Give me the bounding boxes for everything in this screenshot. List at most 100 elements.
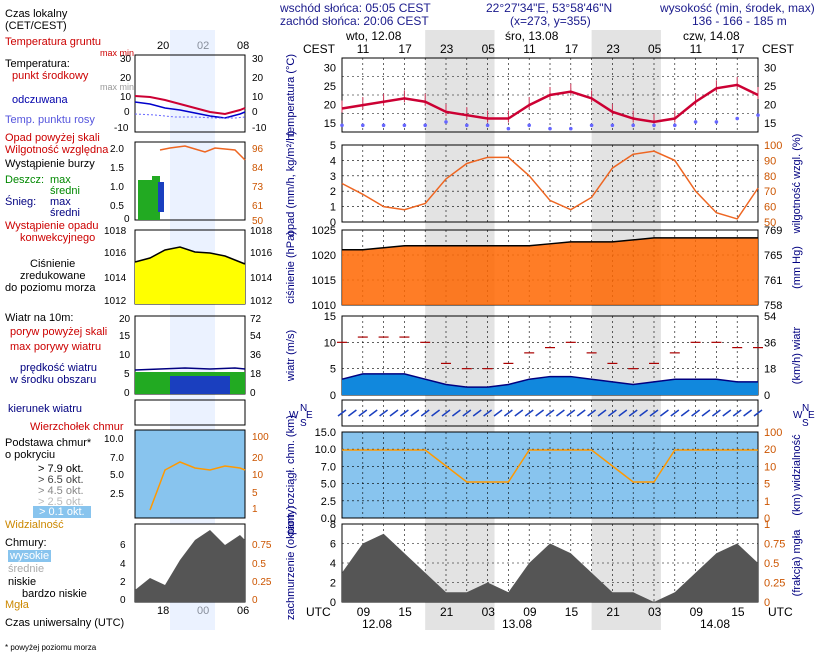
utc-time-tick: 21 (606, 605, 620, 619)
wind-direction-arrow (555, 409, 565, 417)
cover-ytick: 6 (330, 539, 336, 551)
dew-point-dot (610, 123, 615, 128)
cloud-ytick: 7.0 (321, 461, 336, 473)
local-time-tick: 11 (523, 42, 536, 56)
wind-direction-arrow (493, 409, 503, 417)
dew-point-dot (361, 123, 365, 128)
wind-direction-arrow (576, 409, 586, 417)
legend-wind-mean-sub: w środku obszaru (10, 374, 97, 386)
wind-ytick: 0 (330, 390, 336, 402)
precip-ytick: 60 (764, 202, 776, 214)
wind-direction-arrow (711, 409, 721, 417)
utc-time-tick: 15 (565, 605, 579, 619)
wind-direction-arrow (566, 409, 576, 417)
legend-temp-minmax: max min (100, 82, 135, 92)
svg-text:0: 0 (252, 107, 258, 118)
wind-direction-arrow (441, 409, 451, 417)
pressure-ytick: 765 (764, 250, 782, 262)
cover-ytick: 8 (330, 519, 336, 531)
svg-text:10: 10 (252, 92, 264, 103)
cover-ytick: 0 (764, 597, 770, 609)
svg-text:5: 5 (252, 488, 258, 499)
legend-rain: Deszcz: (5, 174, 45, 186)
legend-clouds-vlow: bardzo niskie (22, 588, 87, 600)
cover-ytick: 0.75 (764, 539, 785, 551)
legend-pressure-line (134, 246, 246, 265)
legend-snow-bar (158, 182, 164, 212)
svg-text:6: 6 (120, 540, 126, 551)
legend-cover-area (135, 530, 245, 602)
dew-point-dot (465, 123, 469, 128)
legend-snow: Śnieg: (5, 196, 37, 208)
day-label-bottom: 13.08 (502, 617, 532, 631)
wind-rlabel: (km/h) wiatr (791, 326, 803, 384)
svg-text:-10: -10 (252, 123, 267, 134)
legend-pressure-sub2: do poziomu morza (5, 282, 96, 294)
wind-direction-arrow (659, 409, 669, 417)
legend-pressure-sub1: zredukowane (20, 270, 86, 282)
legend-local-time-sub: (CET/CEST) (5, 20, 67, 32)
wind-direction-arrow (597, 409, 607, 417)
cloud-ytick: 1 (764, 496, 770, 508)
cloud-panel-frame (341, 431, 759, 519)
wind-direction-arrow (670, 409, 680, 417)
dir-letter-n: N (300, 403, 307, 414)
dir-letter-s: S (300, 418, 307, 429)
dew-point-dot (589, 123, 594, 128)
night-band-2 (591, 30, 661, 630)
legend-utc-tick-3: 06 (237, 605, 250, 617)
legend-dir-box (134, 399, 246, 426)
svg-text:0: 0 (124, 388, 130, 399)
dew-point-dot (527, 123, 531, 128)
grid-text: (x=273, y=355) (510, 14, 591, 28)
cloud-ylabel: pion. rozciągł. chm. (km) (285, 415, 297, 535)
svg-text:10: 10 (119, 350, 131, 361)
svg-text:54: 54 (250, 331, 262, 342)
wind-direction-arrow (535, 409, 545, 417)
precip-ytick: 3 (330, 171, 336, 183)
cloud-ytick: 15.0 (315, 427, 336, 439)
dir-letter-e: E (306, 410, 313, 421)
wind-direction-arrow (472, 409, 482, 417)
cloud-ytick: 10 (764, 461, 776, 473)
dew-point-dot (402, 123, 407, 128)
legend-wind-mean: prędkość wiatru (20, 362, 98, 374)
svg-text:84: 84 (252, 163, 264, 174)
pressure-ytick: 769 (764, 225, 782, 237)
altitude-label: wysokość (min, środek, max) (660, 1, 815, 15)
dew-point-dot (735, 116, 739, 121)
local-time-tick: 05 (648, 42, 662, 56)
legend-felt-line (134, 101, 246, 119)
wind-direction-arrow (451, 409, 461, 417)
dew-point-dot (673, 123, 677, 128)
dew-point-dot (693, 120, 698, 124)
temp-ytick: 20 (324, 99, 336, 111)
wind-direction-arrow (389, 409, 399, 417)
legend-dew-point: Temp. punktu rosy (5, 114, 95, 126)
svg-text:1012: 1012 (104, 296, 127, 307)
humidity-series-line (341, 150, 759, 220)
precip-ytick: 0 (330, 217, 336, 229)
svg-text:5.0: 5.0 (110, 470, 124, 481)
cover-ytick: 0.25 (764, 578, 785, 590)
cest-label-left: CEST (303, 42, 336, 56)
svg-text:20: 20 (252, 453, 264, 464)
cloud-ytick: 0 (764, 513, 770, 525)
svg-text:1: 1 (252, 504, 258, 515)
svg-text:0: 0 (250, 388, 256, 399)
precip-ytick: 5 (330, 140, 336, 152)
wind-direction-arrow (743, 409, 753, 417)
svg-text:30: 30 (120, 54, 132, 65)
footnote: * powyżej poziomu morza (5, 643, 97, 652)
legend-precip-box (134, 141, 246, 221)
local-time-tick: 23 (606, 42, 620, 56)
cloud-ytick: 20 (764, 444, 776, 456)
cover-ytick: 4 (330, 558, 336, 570)
utc-time-tick: 03 (648, 605, 662, 619)
utc-time-tick: 09 (523, 605, 537, 619)
svg-text:1018: 1018 (250, 226, 273, 237)
precip-ytick: 4 (330, 155, 336, 167)
legend-local-tick-1: 20 (157, 40, 170, 52)
sunset-text: zachód słońca: 20:06 CEST (280, 14, 429, 28)
dew-point-dot (548, 126, 552, 131)
